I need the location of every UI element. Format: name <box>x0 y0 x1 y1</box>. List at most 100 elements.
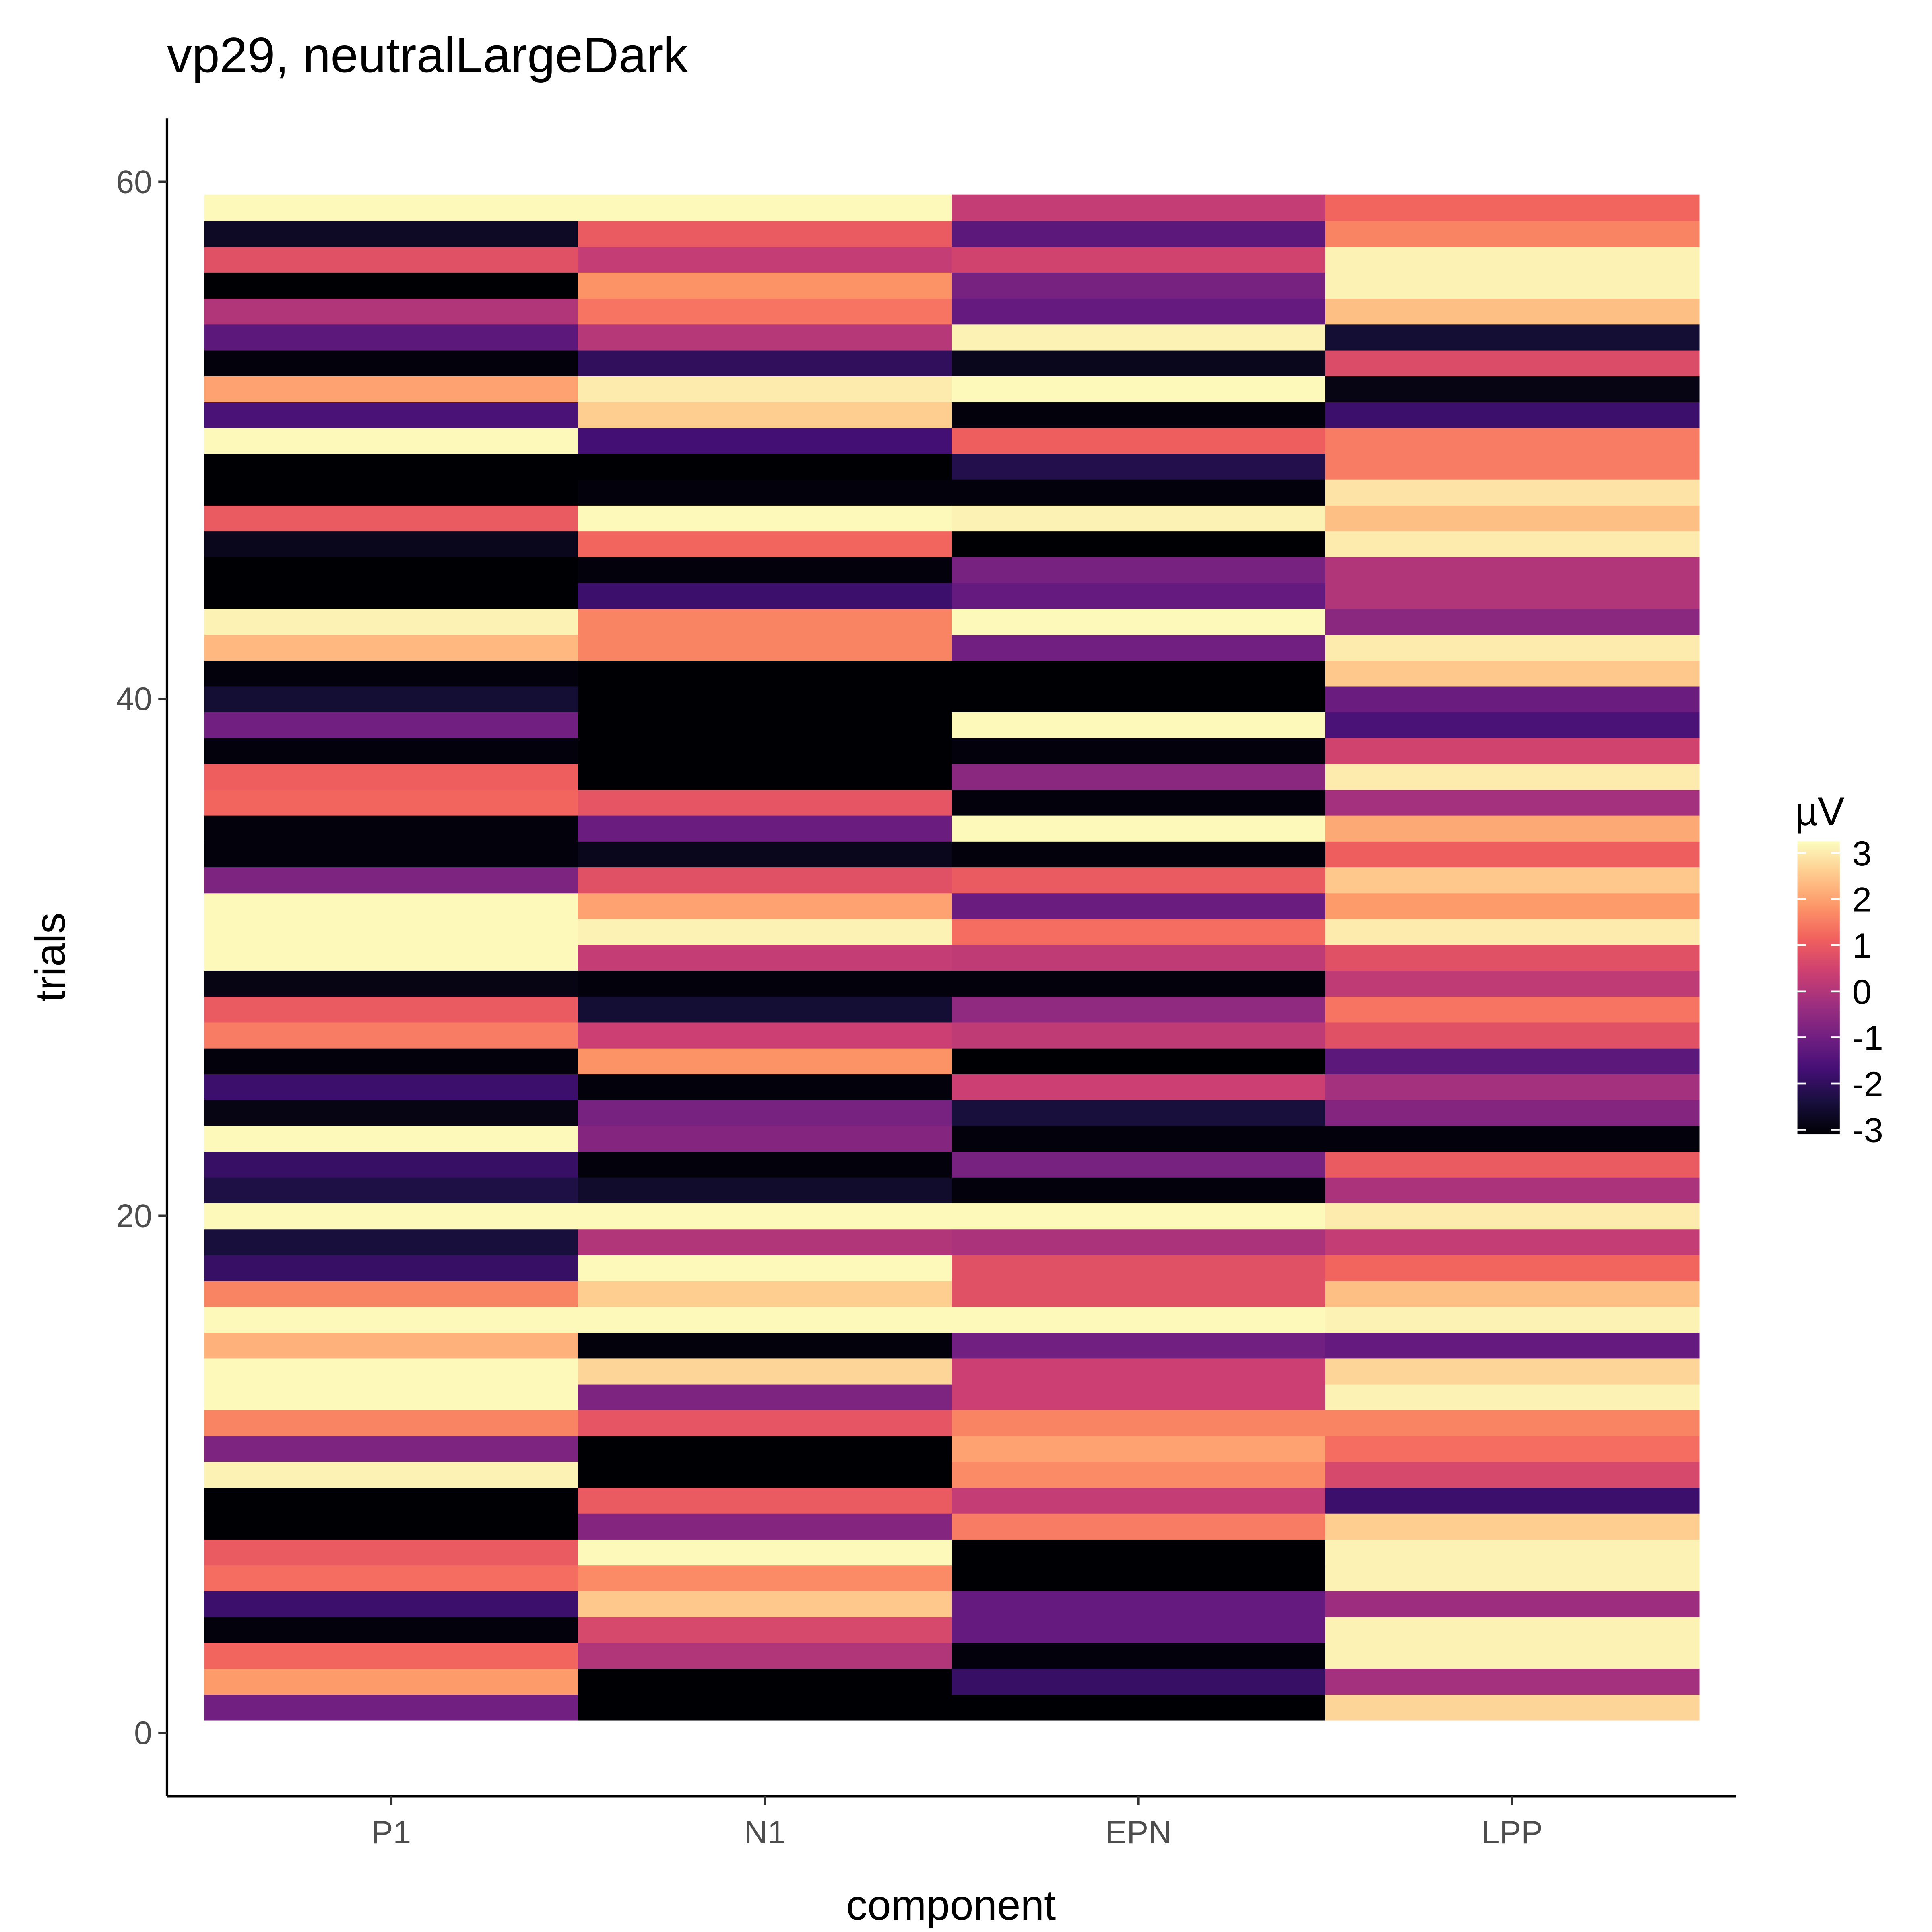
y-axis-title: trials <box>27 912 74 1002</box>
heatmap-cell <box>952 892 1326 919</box>
y-tick-label: 0 <box>134 1715 152 1751</box>
heatmap-cell <box>204 1694 579 1721</box>
heatmap-cell <box>204 1565 579 1591</box>
x-axis-title: component <box>846 1882 1056 1929</box>
heatmap-cell <box>578 1565 952 1591</box>
heatmap-cell <box>1325 479 1700 506</box>
heatmap-cell <box>578 892 952 919</box>
heatmap-cell <box>952 1151 1326 1178</box>
heatmap-cell <box>204 737 579 764</box>
heatmap-cell <box>1325 246 1700 273</box>
heatmap-cell <box>952 970 1326 997</box>
heatmap-cell <box>952 194 1326 221</box>
heatmap-cell <box>1325 1022 1700 1049</box>
heatmap-cell <box>1325 324 1700 351</box>
heatmap-cell <box>1325 427 1700 454</box>
heatmap-cell <box>578 1694 952 1721</box>
heatmap-cell <box>952 1539 1326 1566</box>
heatmap-cell <box>1325 194 1700 221</box>
heatmap-cell <box>1325 1642 1700 1669</box>
heatmap-cell <box>578 1099 952 1126</box>
heatmap-cell <box>578 324 952 351</box>
heatmap-cell <box>952 1358 1326 1385</box>
heatmap-cell <box>952 1254 1326 1281</box>
heatmap-cell <box>578 530 952 557</box>
colorbar-tick-label: -2 <box>1852 1065 1883 1104</box>
heatmap-cell <box>1325 1590 1700 1617</box>
heatmap-cell <box>204 220 579 247</box>
heatmap-cell <box>952 867 1326 894</box>
heatmap-cell <box>952 815 1326 842</box>
heatmap-cell <box>204 376 579 402</box>
heatmap-cell <box>952 996 1326 1023</box>
heatmap-cell <box>1325 1203 1700 1230</box>
heatmap-cell <box>1325 1487 1700 1514</box>
heatmap-cell <box>1325 220 1700 247</box>
heatmap-cell <box>952 350 1326 376</box>
heatmap-cell <box>578 1539 952 1566</box>
heatmap-cell <box>1325 1177 1700 1204</box>
heatmap-cell <box>1325 1358 1700 1385</box>
heatmap-cell <box>1325 608 1700 635</box>
heatmap-cell <box>1325 660 1700 687</box>
heatmap-cell <box>578 1616 952 1643</box>
heatmap-cell <box>952 556 1326 583</box>
heatmap-cell <box>204 815 579 842</box>
heatmap-cell <box>204 1461 579 1488</box>
heatmap-cell <box>204 194 579 221</box>
heatmap-cell <box>578 427 952 454</box>
heatmap-cell <box>1325 970 1700 997</box>
heatmap-cell <box>204 944 579 971</box>
heatmap-cell <box>204 1099 579 1126</box>
heatmap-cell <box>1325 1694 1700 1721</box>
heatmap-cell <box>1325 453 1700 480</box>
heatmap-cell <box>578 1590 952 1617</box>
heatmap-cell <box>1325 1539 1700 1566</box>
heatmap-cell <box>204 1616 579 1643</box>
heatmap-cell <box>578 1125 952 1152</box>
heatmap-cell <box>204 1513 579 1540</box>
heatmap-cell <box>1325 763 1700 790</box>
heatmap-cell <box>578 298 952 325</box>
heatmap-cell <box>578 220 952 247</box>
heatmap-cell <box>204 1384 579 1410</box>
heatmap-cell <box>578 582 952 609</box>
heatmap-cell <box>204 505 579 532</box>
heatmap-cell <box>952 1616 1326 1643</box>
heatmap-cell <box>1325 1125 1700 1152</box>
heatmap-cell <box>578 737 952 764</box>
heatmap-cell <box>1325 376 1700 402</box>
y-tick-label: 40 <box>116 681 152 717</box>
heatmap-cell <box>1325 841 1700 868</box>
heatmap-cell <box>578 1384 952 1410</box>
heatmap-cell <box>952 1177 1326 1204</box>
heatmap-cell <box>1325 1306 1700 1333</box>
heatmap-cell <box>204 479 579 506</box>
heatmap-cell <box>952 1022 1326 1049</box>
heatmap-cell <box>204 763 579 790</box>
heatmap-cell <box>204 1228 579 1255</box>
heatmap-cell <box>204 1022 579 1049</box>
heatmap-cell <box>1325 401 1700 428</box>
heatmap-cell <box>578 1461 952 1488</box>
heatmap-cell <box>578 634 952 661</box>
heatmap-cell <box>204 298 579 325</box>
heatmap-cell <box>578 1306 952 1333</box>
heatmap-cell <box>578 194 952 221</box>
heatmap-cell <box>1325 1616 1700 1643</box>
heatmap-cell <box>578 815 952 842</box>
y-tick-label: 60 <box>116 164 152 200</box>
heatmap-cell <box>578 1022 952 1049</box>
heatmap-cell <box>1325 1384 1700 1410</box>
heatmap-cell <box>952 272 1326 299</box>
heatmap-cell <box>578 867 952 894</box>
colorbar-tick-label: -3 <box>1852 1111 1883 1150</box>
heatmap-cell <box>1325 634 1700 661</box>
heatmap-cell <box>1325 737 1700 764</box>
heatmap-cell <box>952 789 1326 816</box>
heatmap-cell <box>578 996 952 1023</box>
x-tick-label: EPN <box>1105 1814 1172 1851</box>
heatmap-cell <box>952 1565 1326 1591</box>
heatmap-cell <box>578 1358 952 1385</box>
